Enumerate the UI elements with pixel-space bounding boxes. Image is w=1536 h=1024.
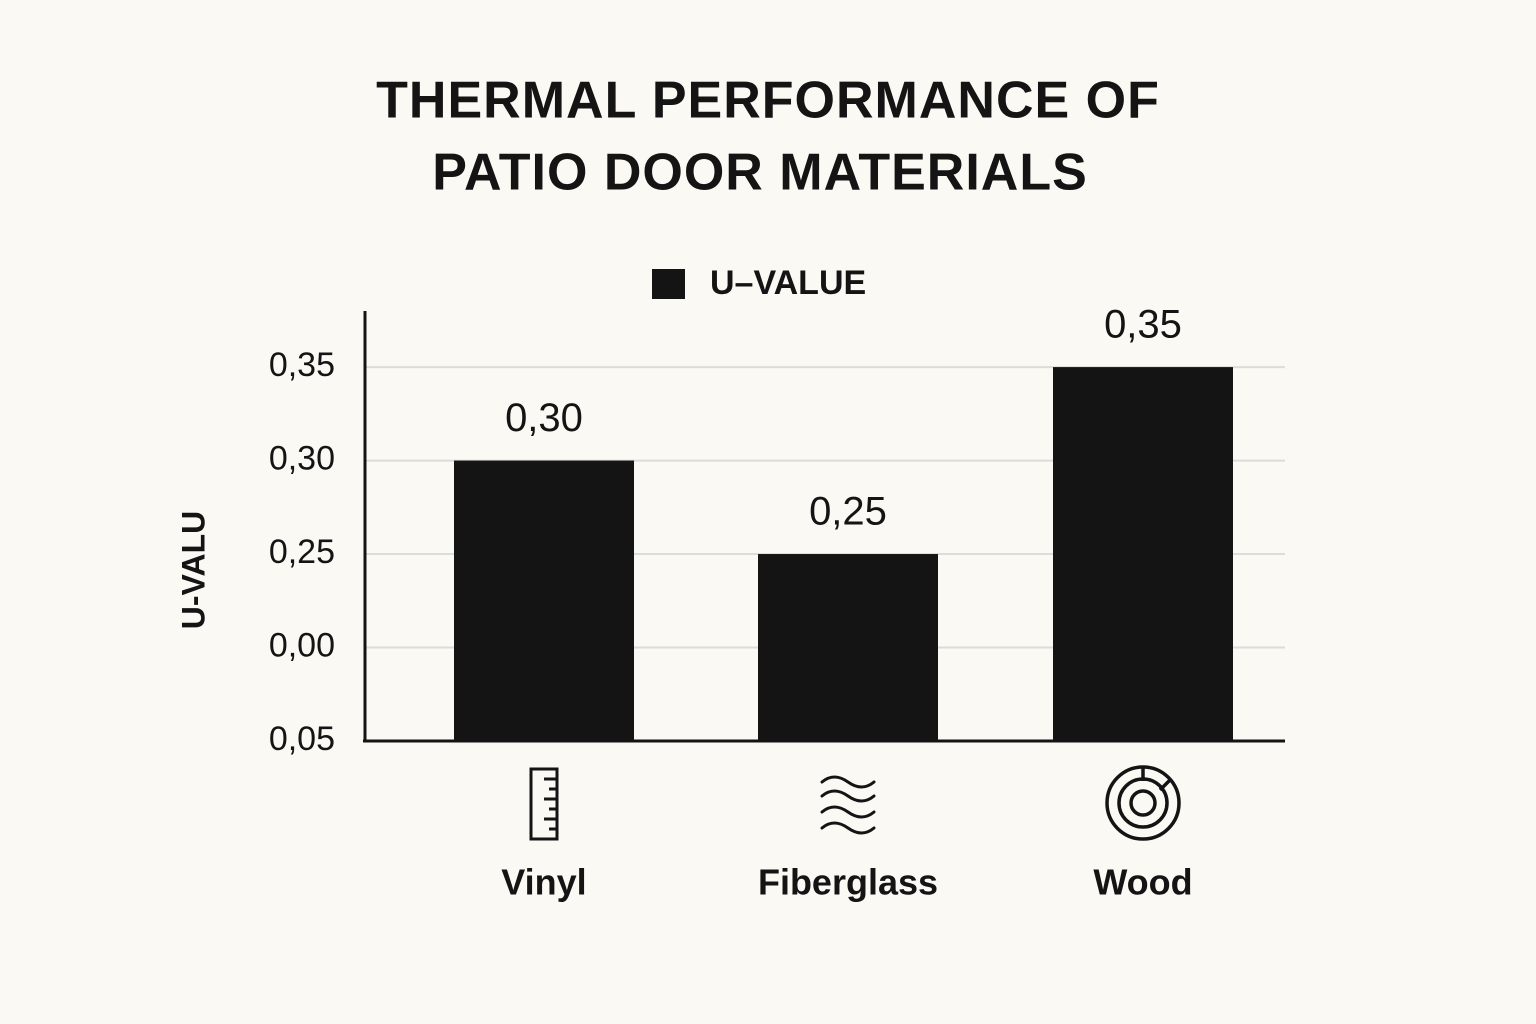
y-tick-label: 0,00	[269, 627, 335, 665]
bar	[454, 460, 634, 741]
y-axis-label: U-VALU	[175, 511, 211, 630]
legend-swatch	[652, 269, 685, 299]
chart-title: THERMAL PERFORMANCE OF	[376, 72, 1160, 130]
bar	[758, 554, 938, 741]
legend-label: U–VALUE	[710, 264, 866, 302]
chart-title: PATIO DOOR MATERIALS	[432, 144, 1088, 202]
fiberglass-icon	[820, 775, 876, 835]
data-label: 0,25	[809, 490, 887, 534]
y-tick-label: 0,35	[269, 346, 335, 384]
x-tick-label: Wood	[1093, 862, 1192, 903]
bar	[1053, 367, 1233, 741]
y-tick-label: 0,05	[269, 720, 335, 758]
y-tick-label: 0,25	[269, 533, 335, 571]
x-tick-label: Vinyl	[501, 862, 586, 903]
y-tick-label: 0,30	[269, 440, 335, 478]
wood-icon	[1105, 765, 1181, 841]
x-tick-label: Fiberglass	[758, 862, 938, 903]
vinyl-icon	[529, 767, 559, 841]
data-label: 0,30	[505, 396, 583, 440]
data-label: 0,35	[1104, 303, 1182, 347]
